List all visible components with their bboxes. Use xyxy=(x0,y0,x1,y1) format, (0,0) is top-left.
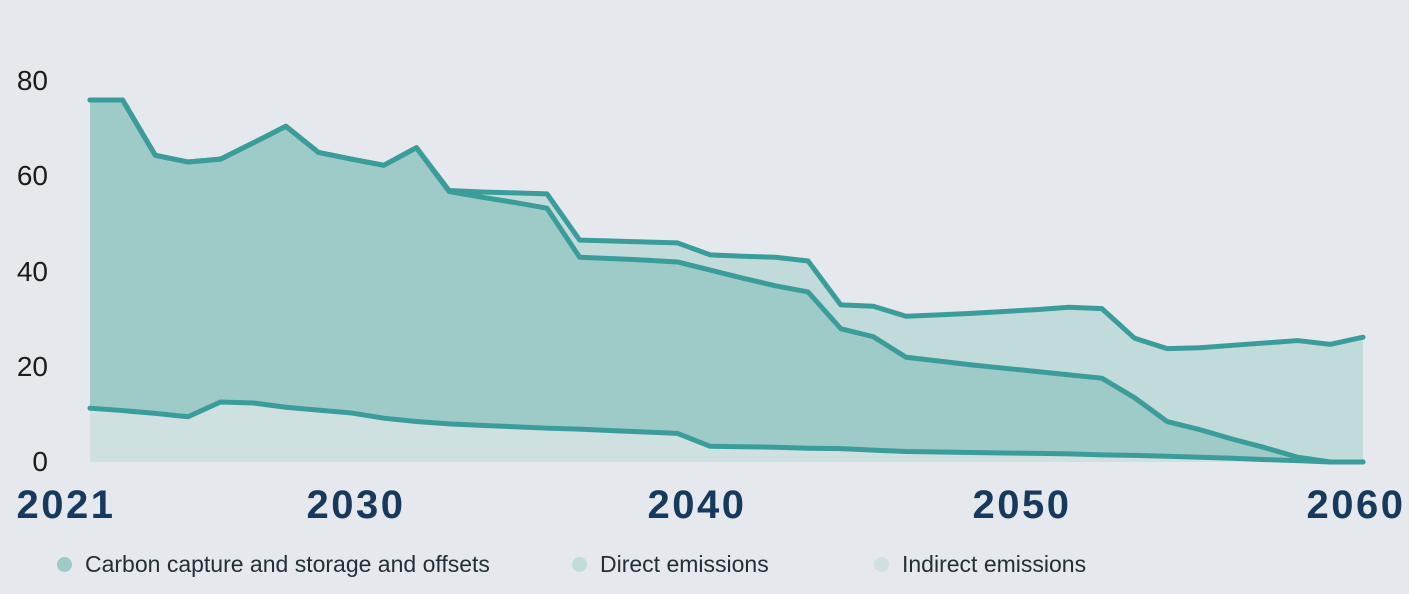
legend-label: Carbon capture and storage and offsets xyxy=(85,551,490,577)
x-tick-label: 2030 xyxy=(306,483,406,527)
y-tick-label: 40 xyxy=(16,255,48,287)
line-indirect-emissions xyxy=(87,399,1366,465)
x-tick-label: 2060 xyxy=(1306,483,1406,527)
y-tick-label: 0 xyxy=(32,446,48,477)
area-indirect-emissions xyxy=(90,401,1363,462)
legend-label: Direct emissions xyxy=(600,551,769,577)
x-tick-label: 2050 xyxy=(972,483,1072,527)
x-tick-label: 2021 xyxy=(16,483,116,527)
x-tick-label: 2040 xyxy=(647,483,747,527)
legend-dot-indirect-emissions xyxy=(874,556,889,572)
legend-item-indirect-emissions: Indirect emissions xyxy=(874,550,1086,578)
legend-item-ccs-offsets: Carbon capture and storage and offsets xyxy=(57,550,490,578)
y-tick-label: 60 xyxy=(16,160,48,192)
y-tick-label: 80 xyxy=(16,65,48,96)
legend-label: Indirect emissions xyxy=(902,551,1087,577)
y-tick-label: 20 xyxy=(16,350,48,382)
area-ccs-offsets xyxy=(90,100,1363,463)
legend-dot-ccs-offsets xyxy=(57,556,72,572)
legend-dot-direct-emissions xyxy=(572,556,587,572)
legend-item-direct-emissions: Direct emissions xyxy=(572,550,769,578)
line-ccs-offsets xyxy=(87,97,1366,465)
